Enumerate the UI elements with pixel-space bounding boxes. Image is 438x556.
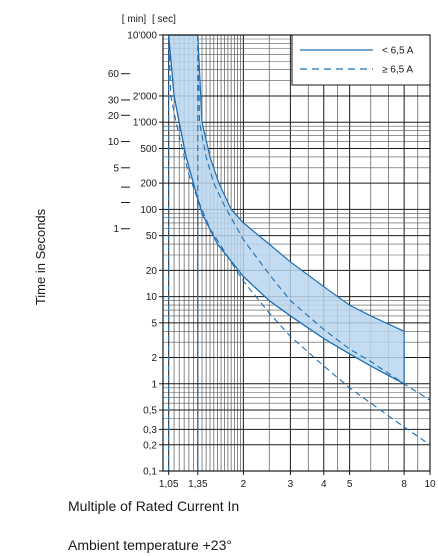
y-sec-tick-label: 1 — [151, 379, 157, 390]
y-sec-tick-label: 0,3 — [143, 425, 157, 436]
y-axis-label: Time in Seconds — [33, 208, 48, 305]
series-line-dashed — [197, 34, 431, 401]
y-sec-tick-label: 1'000 — [133, 118, 158, 129]
y-sec-tick-label: 10 — [146, 292, 158, 303]
y-min-tick-label: 5 — [113, 163, 119, 174]
ambient-temperature-note: Ambient temperature +23° — [68, 537, 232, 553]
y-min-unit-label: [ min] — [122, 14, 147, 25]
y-min-tick-label: 60 — [108, 69, 120, 80]
chart-axes — [162, 34, 431, 472]
x-tick-label: 10 — [424, 479, 436, 490]
x-tick-label: 3 — [288, 479, 294, 490]
y-min-tick-label: 30 — [108, 95, 120, 106]
y-sec-tick-label: 0,1 — [143, 467, 157, 478]
plot-frame — [162, 34, 431, 472]
y-min-tick-label: 20 — [108, 111, 120, 122]
y-min-tick-label: 1 — [113, 224, 119, 235]
x-tick-label: 4 — [321, 479, 327, 490]
y-sec-tick-label: 2 — [151, 353, 157, 364]
series-line-dashed — [168, 34, 431, 446]
y-sec-tick-label: 200 — [140, 179, 157, 190]
x-tick-label: 5 — [347, 479, 353, 490]
y-sec-tick-label: 0,5 — [143, 406, 157, 417]
legend: < 6,5 A ≥ 6,5 A — [291, 34, 431, 86]
y-sec-unit-label: [ sec] — [152, 14, 176, 25]
y-sec-tick-label: 2'000 — [133, 91, 158, 102]
y-sec-tick-label: 50 — [146, 231, 158, 242]
y-sec-tick-label: 5 — [151, 318, 157, 329]
chart-grid — [163, 35, 430, 472]
legend-box — [291, 34, 431, 86]
series-layer — [168, 34, 431, 471]
y-sec-tick-label: 20 — [146, 266, 158, 277]
y-sec-tick-label: 10'000 — [127, 31, 157, 42]
y-sec-tick-label: 100 — [140, 205, 157, 216]
x-tick-label: 1,35 — [188, 479, 208, 490]
x-tick-label: 1,05 — [159, 479, 179, 490]
x-tick-label: 2 — [241, 479, 247, 490]
tick-labels: 1,05 1,35 2 3 4 5 8 1010'0002'0001'000500200100… — [108, 14, 436, 490]
legend-label: < 6,5 A — [382, 46, 414, 57]
legend-label: ≥ 6,5 A — [382, 65, 413, 76]
x-tick-label: 8 — [401, 479, 407, 490]
series-line-solid — [168, 34, 405, 385]
y-sec-tick-label: 0,2 — [143, 440, 157, 451]
y-sec-tick-label: 500 — [140, 144, 157, 155]
x-axis-label: Multiple of Rated Current In — [68, 498, 240, 514]
y-min-tick-label: 10 — [108, 137, 120, 148]
